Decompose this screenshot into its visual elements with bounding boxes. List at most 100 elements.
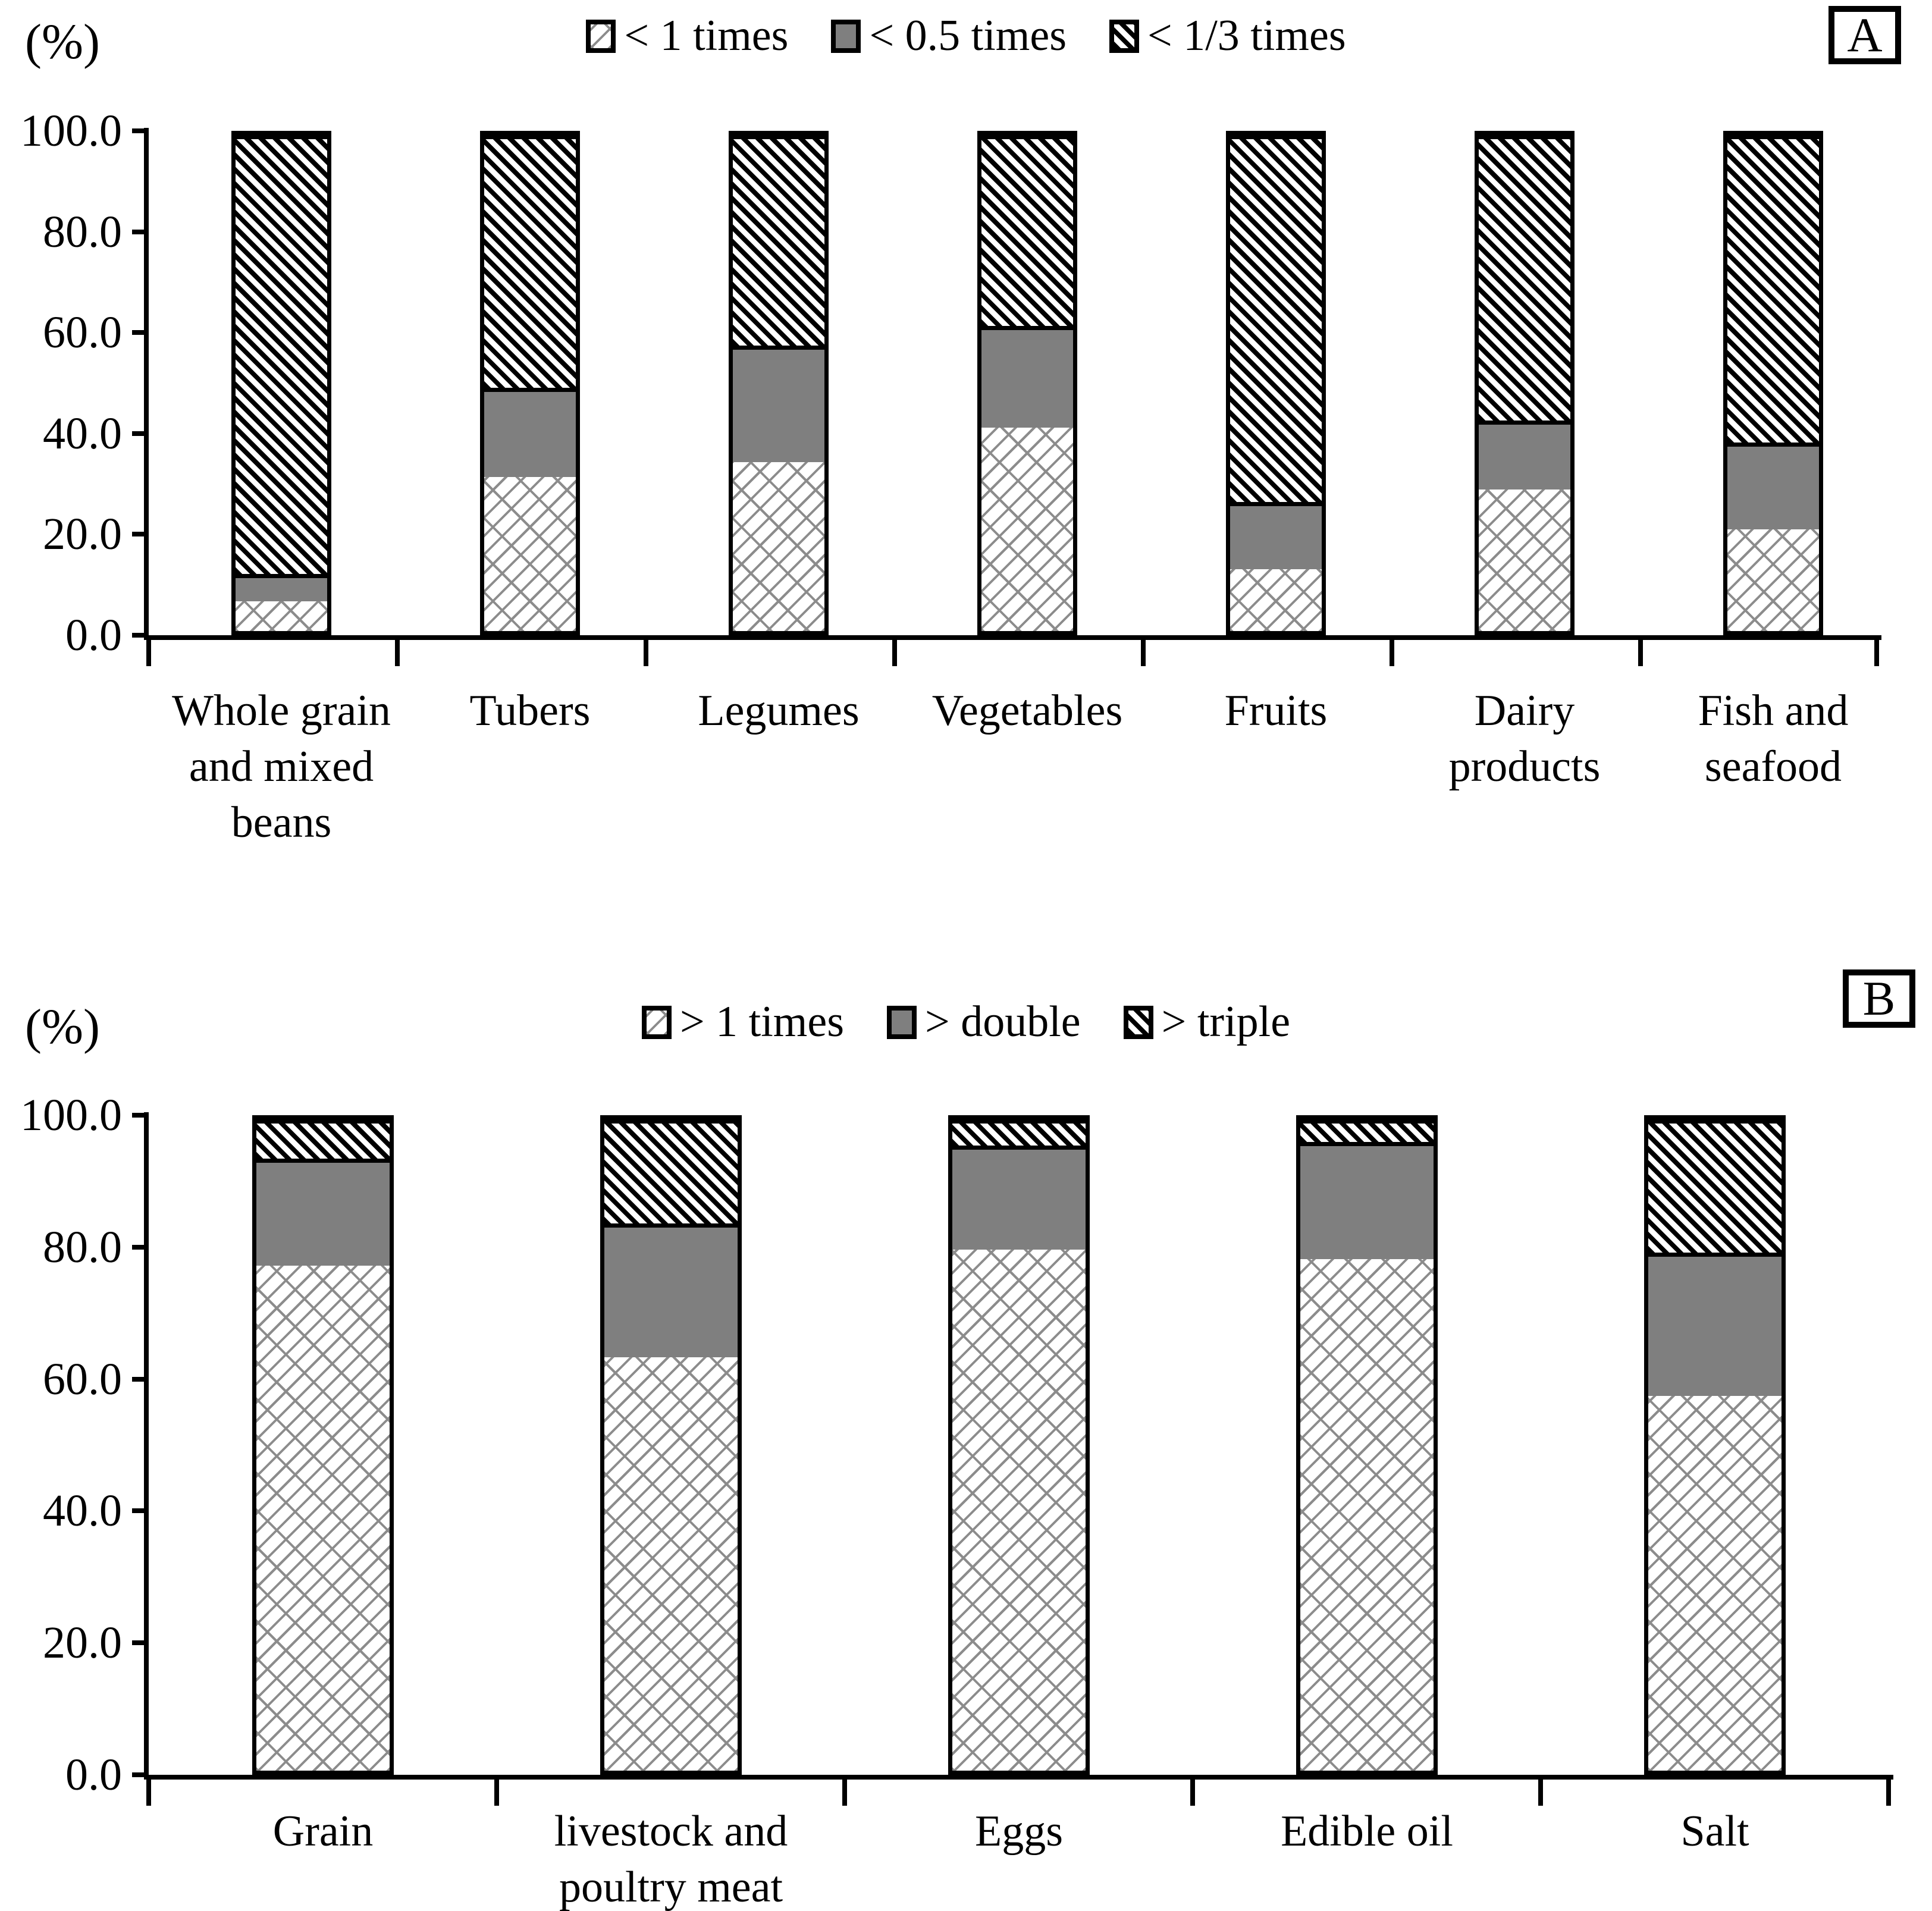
bar-fish-and-seafood bbox=[1723, 131, 1823, 635]
legend-label: > double bbox=[925, 997, 1081, 1046]
legend-swatch-stripe-icon bbox=[1123, 1005, 1153, 1039]
y-tick-label: 100.0 bbox=[20, 106, 122, 156]
bar-segment-solid-gray bbox=[1300, 1142, 1434, 1260]
bar-segment-stripe bbox=[1230, 135, 1322, 503]
x-tick bbox=[1886, 1775, 1891, 1806]
x-axis-line bbox=[144, 635, 1881, 640]
y-tick-label: 40.0 bbox=[43, 1486, 122, 1536]
category-label: Fruits bbox=[1224, 686, 1328, 735]
category-label: livestock and poultry meat bbox=[554, 1807, 788, 1911]
legend-swatch-stripe-icon bbox=[1109, 19, 1139, 53]
legend-swatch-gray-icon bbox=[831, 19, 861, 53]
legend-swatch-brick-icon bbox=[586, 19, 616, 53]
y-tick-label: 20.0 bbox=[43, 509, 122, 560]
bar-segment-brick bbox=[952, 1250, 1086, 1771]
bar-whole-grain-and-mixed-beans bbox=[231, 131, 331, 635]
bar-tubers bbox=[480, 131, 580, 635]
legend-item: > triple bbox=[1123, 997, 1291, 1047]
category-label: Vegetables bbox=[932, 686, 1123, 735]
bar-segment-stripe bbox=[1648, 1119, 1782, 1253]
legend-label: < 1 times bbox=[624, 11, 789, 60]
y-axis-unit-label-a: (%) bbox=[25, 14, 100, 70]
y-tick-label: 0.0 bbox=[65, 1750, 122, 1800]
y-tick-label: 40.0 bbox=[43, 408, 122, 459]
bar-segment-brick bbox=[604, 1357, 738, 1771]
legend-swatch-brick-icon bbox=[641, 1005, 672, 1039]
bar-segment-stripe bbox=[484, 135, 576, 388]
bar-segment-solid-gray bbox=[236, 574, 327, 601]
y-tick bbox=[132, 633, 149, 638]
bar-eggs bbox=[948, 1115, 1090, 1775]
y-tick bbox=[132, 1772, 149, 1777]
legend-item: < 0.5 times bbox=[831, 11, 1067, 61]
bar-segment-stripe bbox=[1479, 135, 1570, 421]
legend-item: > double bbox=[887, 997, 1081, 1047]
bar-segment-solid-gray bbox=[256, 1158, 390, 1266]
y-tick-label: 20.0 bbox=[43, 1618, 122, 1668]
bar-segment-stripe bbox=[256, 1119, 390, 1159]
bar-segment-brick bbox=[981, 428, 1073, 631]
x-tick bbox=[146, 635, 151, 666]
y-tick bbox=[132, 1113, 149, 1118]
x-tick bbox=[842, 1775, 847, 1806]
bar-segment-brick bbox=[1648, 1396, 1782, 1771]
bar-segment-stripe bbox=[952, 1119, 1086, 1146]
y-tick bbox=[132, 229, 149, 234]
x-tick bbox=[146, 1775, 151, 1806]
bar-segment-brick bbox=[1230, 569, 1322, 631]
legend-swatch-gray-icon bbox=[887, 1005, 917, 1039]
category-label: Edible oil bbox=[1281, 1807, 1453, 1856]
y-tick-label: 80.0 bbox=[43, 1222, 122, 1272]
bar-segment-solid-gray bbox=[733, 346, 824, 463]
y-tick bbox=[132, 532, 149, 537]
bar-segment-solid-gray bbox=[981, 326, 1073, 428]
panel-letter: A bbox=[1847, 8, 1883, 62]
legend-label: > triple bbox=[1161, 997, 1291, 1046]
legend-label: < 0.5 times bbox=[869, 11, 1067, 60]
legend-label: < 1/3 times bbox=[1147, 11, 1346, 60]
panel-letter: B bbox=[1862, 971, 1896, 1025]
bar-edible-oil bbox=[1296, 1115, 1438, 1775]
panel-label-a: A bbox=[1828, 6, 1901, 64]
y-axis-unit-label-b: (%) bbox=[25, 999, 100, 1055]
bar-segment-stripe bbox=[604, 1119, 738, 1224]
category-label: Dairy products bbox=[1448, 686, 1601, 791]
y-axis-line bbox=[144, 1112, 149, 1780]
bar-segment-brick bbox=[236, 601, 327, 631]
category-label: Eggs bbox=[975, 1807, 1063, 1856]
y-tick bbox=[132, 330, 149, 335]
x-axis-line bbox=[144, 1775, 1893, 1780]
bar-vegetables bbox=[977, 131, 1077, 635]
category-label: Fish and seafood bbox=[1698, 686, 1849, 791]
x-tick bbox=[1538, 1775, 1543, 1806]
legend-a: < 1 times < 0.5 times < 1/3 times bbox=[0, 11, 1932, 61]
y-tick-label: 80.0 bbox=[43, 206, 122, 257]
y-tick bbox=[132, 1244, 149, 1250]
x-tick bbox=[1190, 1775, 1195, 1806]
x-tick bbox=[494, 1775, 499, 1806]
legend-item: < 1 times bbox=[586, 11, 788, 61]
legend-item: < 1/3 times bbox=[1109, 11, 1346, 61]
panel-label-b: B bbox=[1843, 969, 1915, 1028]
y-axis-line bbox=[144, 128, 149, 640]
x-tick bbox=[644, 635, 648, 666]
y-tick bbox=[132, 1508, 149, 1514]
bar-salt bbox=[1644, 1115, 1786, 1775]
legend-item: > 1 times bbox=[641, 997, 844, 1047]
x-tick bbox=[1638, 635, 1643, 666]
x-tick bbox=[395, 635, 400, 666]
y-tick bbox=[132, 1376, 149, 1382]
bar-fruits bbox=[1226, 131, 1326, 635]
y-tick-label: 60.0 bbox=[43, 307, 122, 358]
bar-segment-brick bbox=[1300, 1259, 1434, 1771]
x-tick bbox=[1390, 635, 1394, 666]
bar-livestock-and-poultry-meat bbox=[600, 1115, 742, 1775]
bar-segment-brick bbox=[484, 477, 576, 631]
legend-label: > 1 times bbox=[679, 997, 844, 1046]
bar-dairy-products bbox=[1475, 131, 1575, 635]
bar-segment-brick bbox=[256, 1266, 390, 1771]
bar-segment-solid-gray bbox=[604, 1223, 738, 1357]
